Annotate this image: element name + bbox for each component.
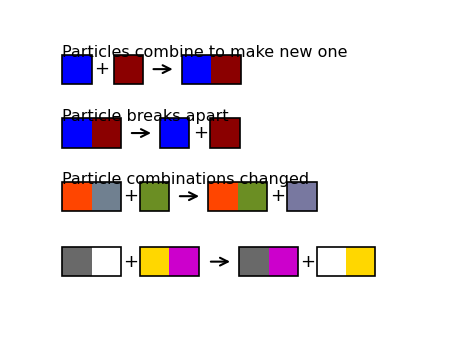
Text: +: + [270, 187, 285, 205]
Bar [63, 54, 92, 84]
Bar [346, 247, 375, 276]
Bar [140, 247, 169, 276]
Bar [239, 247, 298, 276]
Bar [211, 54, 241, 84]
Text: Particle combinations changed: Particle combinations changed [63, 172, 310, 187]
Bar [182, 54, 241, 84]
Text: +: + [193, 124, 208, 142]
Bar [208, 182, 267, 211]
Bar [182, 54, 211, 84]
Text: Particles combine to make new one: Particles combine to make new one [63, 45, 348, 60]
Bar [208, 182, 237, 211]
Bar [210, 118, 240, 148]
Text: +: + [300, 253, 315, 271]
Bar [63, 182, 92, 211]
Bar [92, 247, 121, 276]
Bar [63, 118, 92, 148]
Bar [317, 247, 375, 276]
Bar [140, 247, 199, 276]
Bar [237, 182, 267, 211]
Bar [63, 247, 92, 276]
Bar [239, 247, 268, 276]
Bar [268, 247, 298, 276]
Bar [63, 182, 121, 211]
Bar [287, 182, 317, 211]
Bar [113, 54, 143, 84]
Bar [92, 118, 121, 148]
Bar [63, 118, 121, 148]
Bar [169, 247, 199, 276]
Bar [317, 247, 346, 276]
Bar [92, 182, 121, 211]
Bar [140, 182, 169, 211]
Bar [63, 247, 121, 276]
Text: +: + [123, 253, 138, 271]
Text: +: + [94, 60, 109, 78]
Text: +: + [123, 187, 138, 205]
Bar [160, 118, 190, 148]
Text: Particle breaks apart: Particle breaks apart [63, 109, 229, 124]
